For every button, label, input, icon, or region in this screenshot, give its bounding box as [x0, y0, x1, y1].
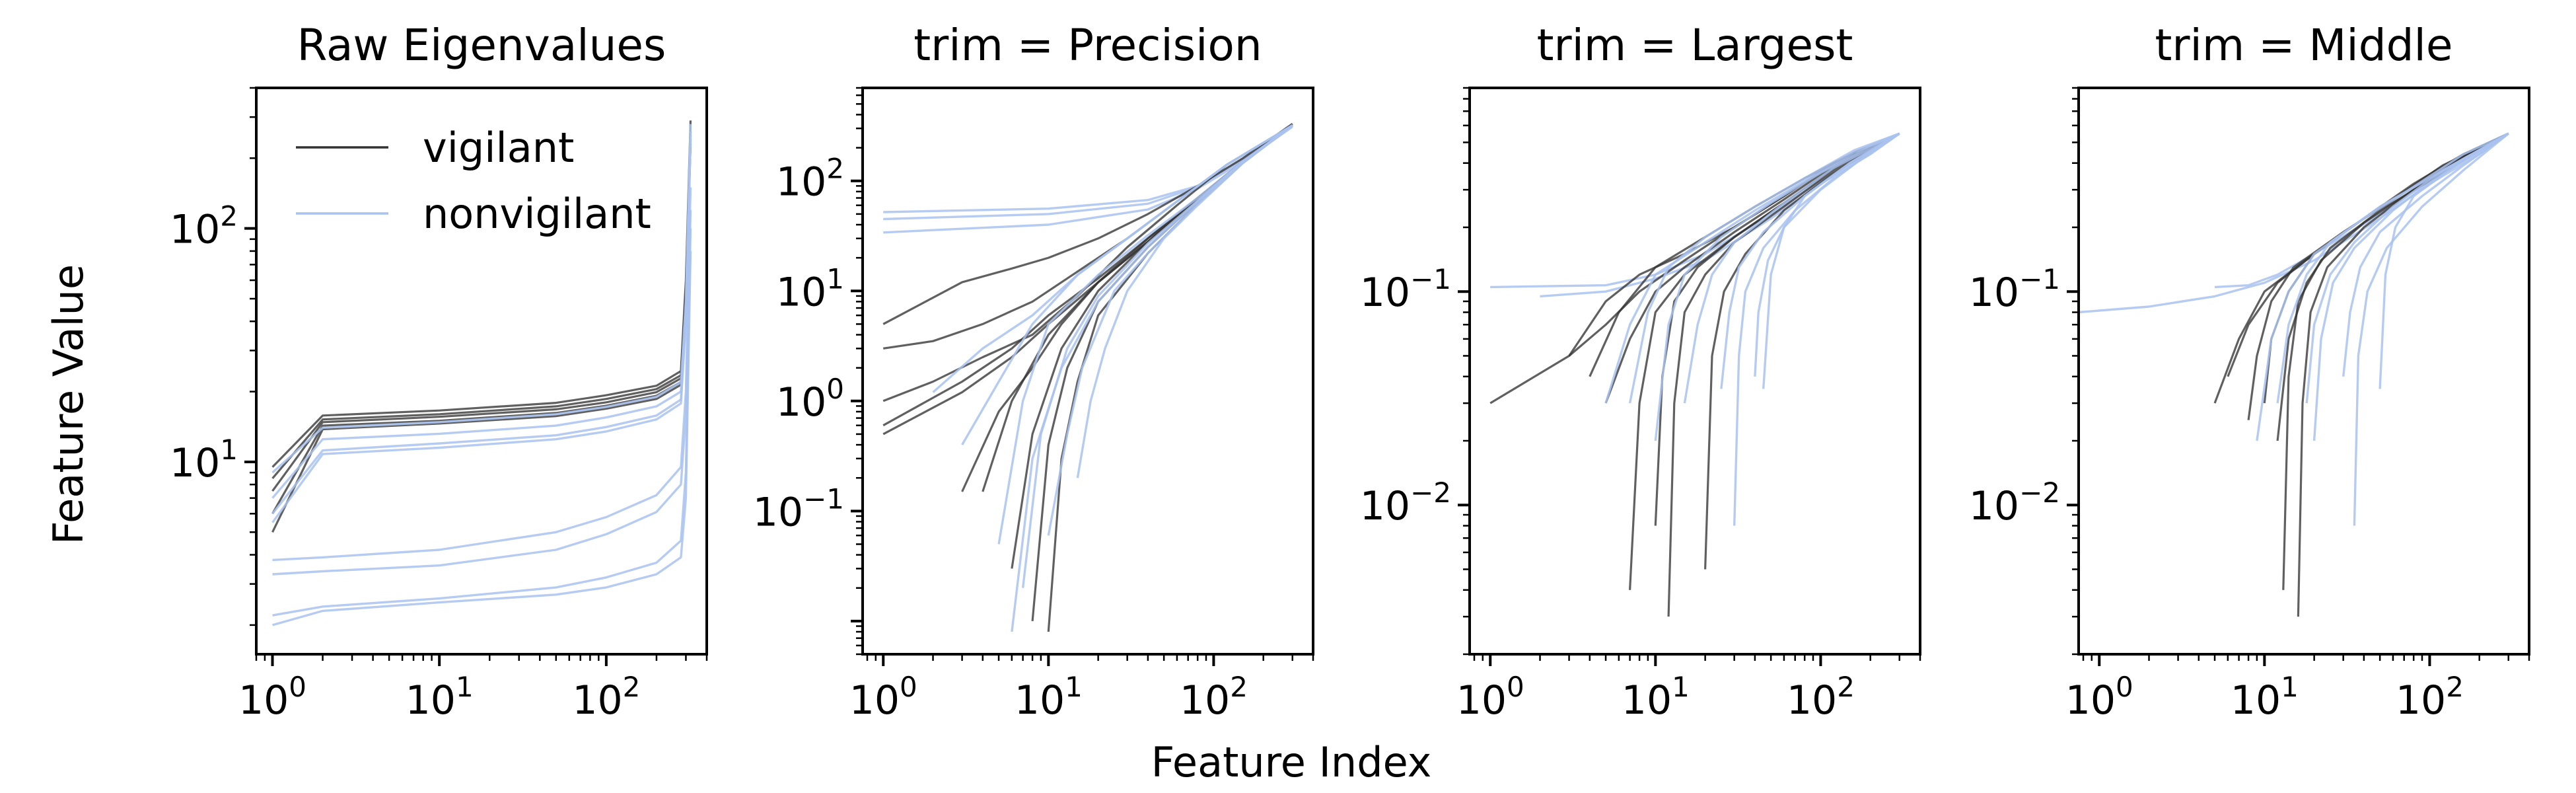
- panel-title: trim = Largest: [1537, 20, 1853, 71]
- y-tick-label: 102: [776, 153, 844, 206]
- x-tick-label: 100: [849, 671, 917, 724]
- nonvigilant-series-line: [1628, 132, 1900, 404]
- nonvigilant-series-line: [1604, 132, 1900, 404]
- panel-2: 100 101 102 10−1 100 101 102 trim = Precision: [753, 20, 1314, 724]
- y-axis-label: Feature Value: [44, 264, 92, 545]
- nonvigilant-series-line: [2305, 132, 2509, 404]
- nonvigilant-series-line: [1654, 132, 1900, 441]
- nonvigilant-series-line: [1076, 124, 1293, 478]
- nonvigilant-series-line: [961, 124, 1293, 445]
- nonvigilant-series-line: [2256, 132, 2509, 441]
- nonvigilant-series-line: [2353, 132, 2509, 526]
- vigilant-series-line: [1604, 132, 1900, 404]
- nonvigilant-series-line: [272, 187, 692, 562]
- series-group: [882, 123, 1293, 632]
- vigilant-series-line: [2297, 132, 2509, 617]
- nonvigilant-series-line: [2079, 132, 2509, 314]
- vigilant-series-line: [1704, 132, 1900, 570]
- vigilant-series-line: [882, 123, 1293, 325]
- nonvigilant-series-line: [1733, 132, 1900, 526]
- nonvigilant-series-line: [271, 124, 692, 474]
- x-tick-label: 102: [572, 671, 640, 724]
- x-tick-label: 100: [1456, 671, 1524, 724]
- legend-label-vigilant: vigilant: [423, 124, 574, 172]
- series-group: [2079, 132, 2509, 617]
- plot-frame: [2077, 87, 2530, 656]
- legend: vigilant nonvigilant: [296, 124, 651, 238]
- nonvigilant-series-line: [997, 124, 1293, 545]
- panel-title: Raw Eigenvalues: [297, 20, 666, 71]
- y-tick-label: 101: [776, 262, 844, 315]
- vigilant-series-line: [2213, 132, 2509, 404]
- x-tick-label: 100: [238, 671, 306, 724]
- series-group: [1489, 132, 1900, 617]
- panel-1: 100 101 102 101 102 Raw Eigenvalues vigilant no…: [170, 20, 708, 724]
- plot-frame: [255, 87, 708, 656]
- y-tick-label: 10−1: [1969, 263, 2060, 316]
- x-tick-label: 101: [1622, 671, 1690, 724]
- x-axis-label: Feature Index: [1151, 738, 1432, 786]
- y-tick-label: 100: [776, 373, 844, 426]
- nonvigilant-series-line: [272, 209, 692, 576]
- vigilant-series-line: [1654, 132, 1900, 526]
- nonvigilant-series-line: [272, 228, 692, 617]
- y-tick-label: 10−1: [1360, 263, 1451, 316]
- y-tick-label: 102: [170, 200, 238, 253]
- y-tick-label: 10−2: [1360, 476, 1451, 529]
- nonvigilant-series-line: [2342, 132, 2509, 377]
- nonvigilant-series-line: [1683, 132, 1900, 404]
- y-tick-label: 10−1: [753, 482, 844, 535]
- nonvigilant-series-line: [272, 250, 692, 626]
- x-tick-label: 102: [2396, 671, 2464, 724]
- panel-title: trim = Middle: [2155, 20, 2453, 71]
- panel-3: 100 101 102 10−2 10−1 trim = Largest: [1360, 20, 1921, 724]
- nonvigilant-series-line: [271, 132, 692, 499]
- vigilant-series-line: [1667, 132, 1900, 617]
- plot-frame: [1468, 87, 1921, 656]
- vigilant-series-line: [2247, 132, 2509, 420]
- x-tick-label: 101: [406, 671, 474, 724]
- y-tick-label: 10−2: [1969, 476, 2060, 529]
- x-tick-label: 101: [2231, 671, 2299, 724]
- panel-title: trim = Precision: [913, 20, 1262, 71]
- nonvigilant-series-line: [1021, 124, 1293, 588]
- panel-4: 100 101 102 10−2 10−1 trim = Middle: [1969, 20, 2530, 724]
- legend-label-nonvigilant: nonvigilant: [423, 190, 651, 238]
- plot-frame: [861, 87, 1314, 656]
- x-tick-label: 102: [1787, 671, 1855, 724]
- x-tick-label: 100: [2065, 671, 2133, 724]
- series-group: [271, 120, 692, 626]
- nonvigilant-series-line: [1720, 132, 1900, 389]
- nonvigilant-series-line: [2312, 132, 2509, 441]
- x-tick-label: 102: [1180, 671, 1248, 724]
- nonvigilant-series-line: [932, 124, 1293, 393]
- x-tick-label: 101: [1015, 671, 1083, 724]
- vigilant-series-line: [2276, 132, 2509, 441]
- y-tick-label: 101: [170, 434, 238, 486]
- nonvigilant-series-line: [271, 139, 692, 523]
- vigilant-series-line: [961, 124, 1293, 492]
- nonvigilant-series-line: [2276, 132, 2509, 404]
- vigilant-series-line: [982, 124, 1293, 492]
